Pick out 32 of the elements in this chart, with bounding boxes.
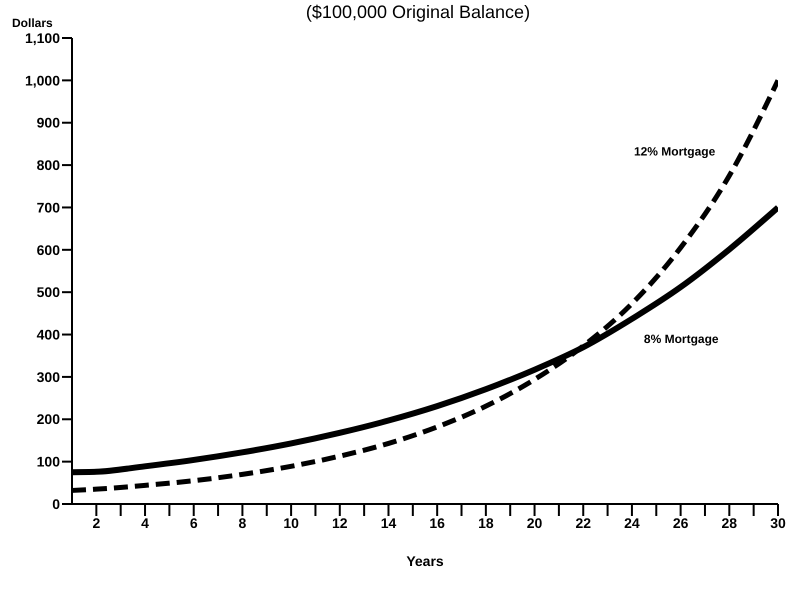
chart-title: ($100,000 Original Balance) (306, 2, 530, 22)
y-tick-label: 1,100 (24, 30, 60, 46)
y-tick-label: 300 (36, 368, 60, 385)
x-tick-label: 2 (92, 514, 100, 531)
x-tick-label: 30 (770, 514, 786, 531)
series-label: 8% Mortgage (644, 332, 719, 346)
y-tick-label: 200 (36, 411, 60, 428)
x-tick-label: 22 (575, 514, 592, 531)
x-tick-label: 14 (380, 514, 396, 531)
y-tick-label: 100 (36, 454, 60, 470)
y-tick-label: 400 (36, 326, 60, 343)
y-tick-label: 900 (36, 114, 60, 131)
x-tick-label: 12 (332, 514, 348, 531)
y-tick-label: 500 (36, 284, 60, 300)
x-tick-label: 6 (190, 514, 198, 531)
x-tick-label: 10 (283, 514, 300, 531)
y-tick-label: 0 (52, 496, 60, 512)
y-tick-label: 700 (36, 199, 60, 216)
x-axis-title: Years (406, 553, 444, 569)
x-tick-label: 24 (624, 514, 640, 531)
y-axis-title: Dollars (12, 16, 53, 30)
series-label: 12% Mortgage (634, 144, 716, 159)
y-tick-label: 600 (36, 242, 60, 258)
x-tick-label: 28 (722, 514, 738, 531)
x-tick-label: 16 (429, 514, 446, 531)
x-tick-label: 4 (141, 514, 150, 531)
y-tick-label: 1,000 (24, 72, 60, 88)
x-tick-label: 18 (478, 514, 494, 531)
y-tick-label: 800 (36, 157, 60, 174)
x-tick-label: 20 (526, 514, 543, 531)
x-tick-label: 8 (238, 514, 247, 531)
x-tick-label: 26 (672, 514, 689, 531)
